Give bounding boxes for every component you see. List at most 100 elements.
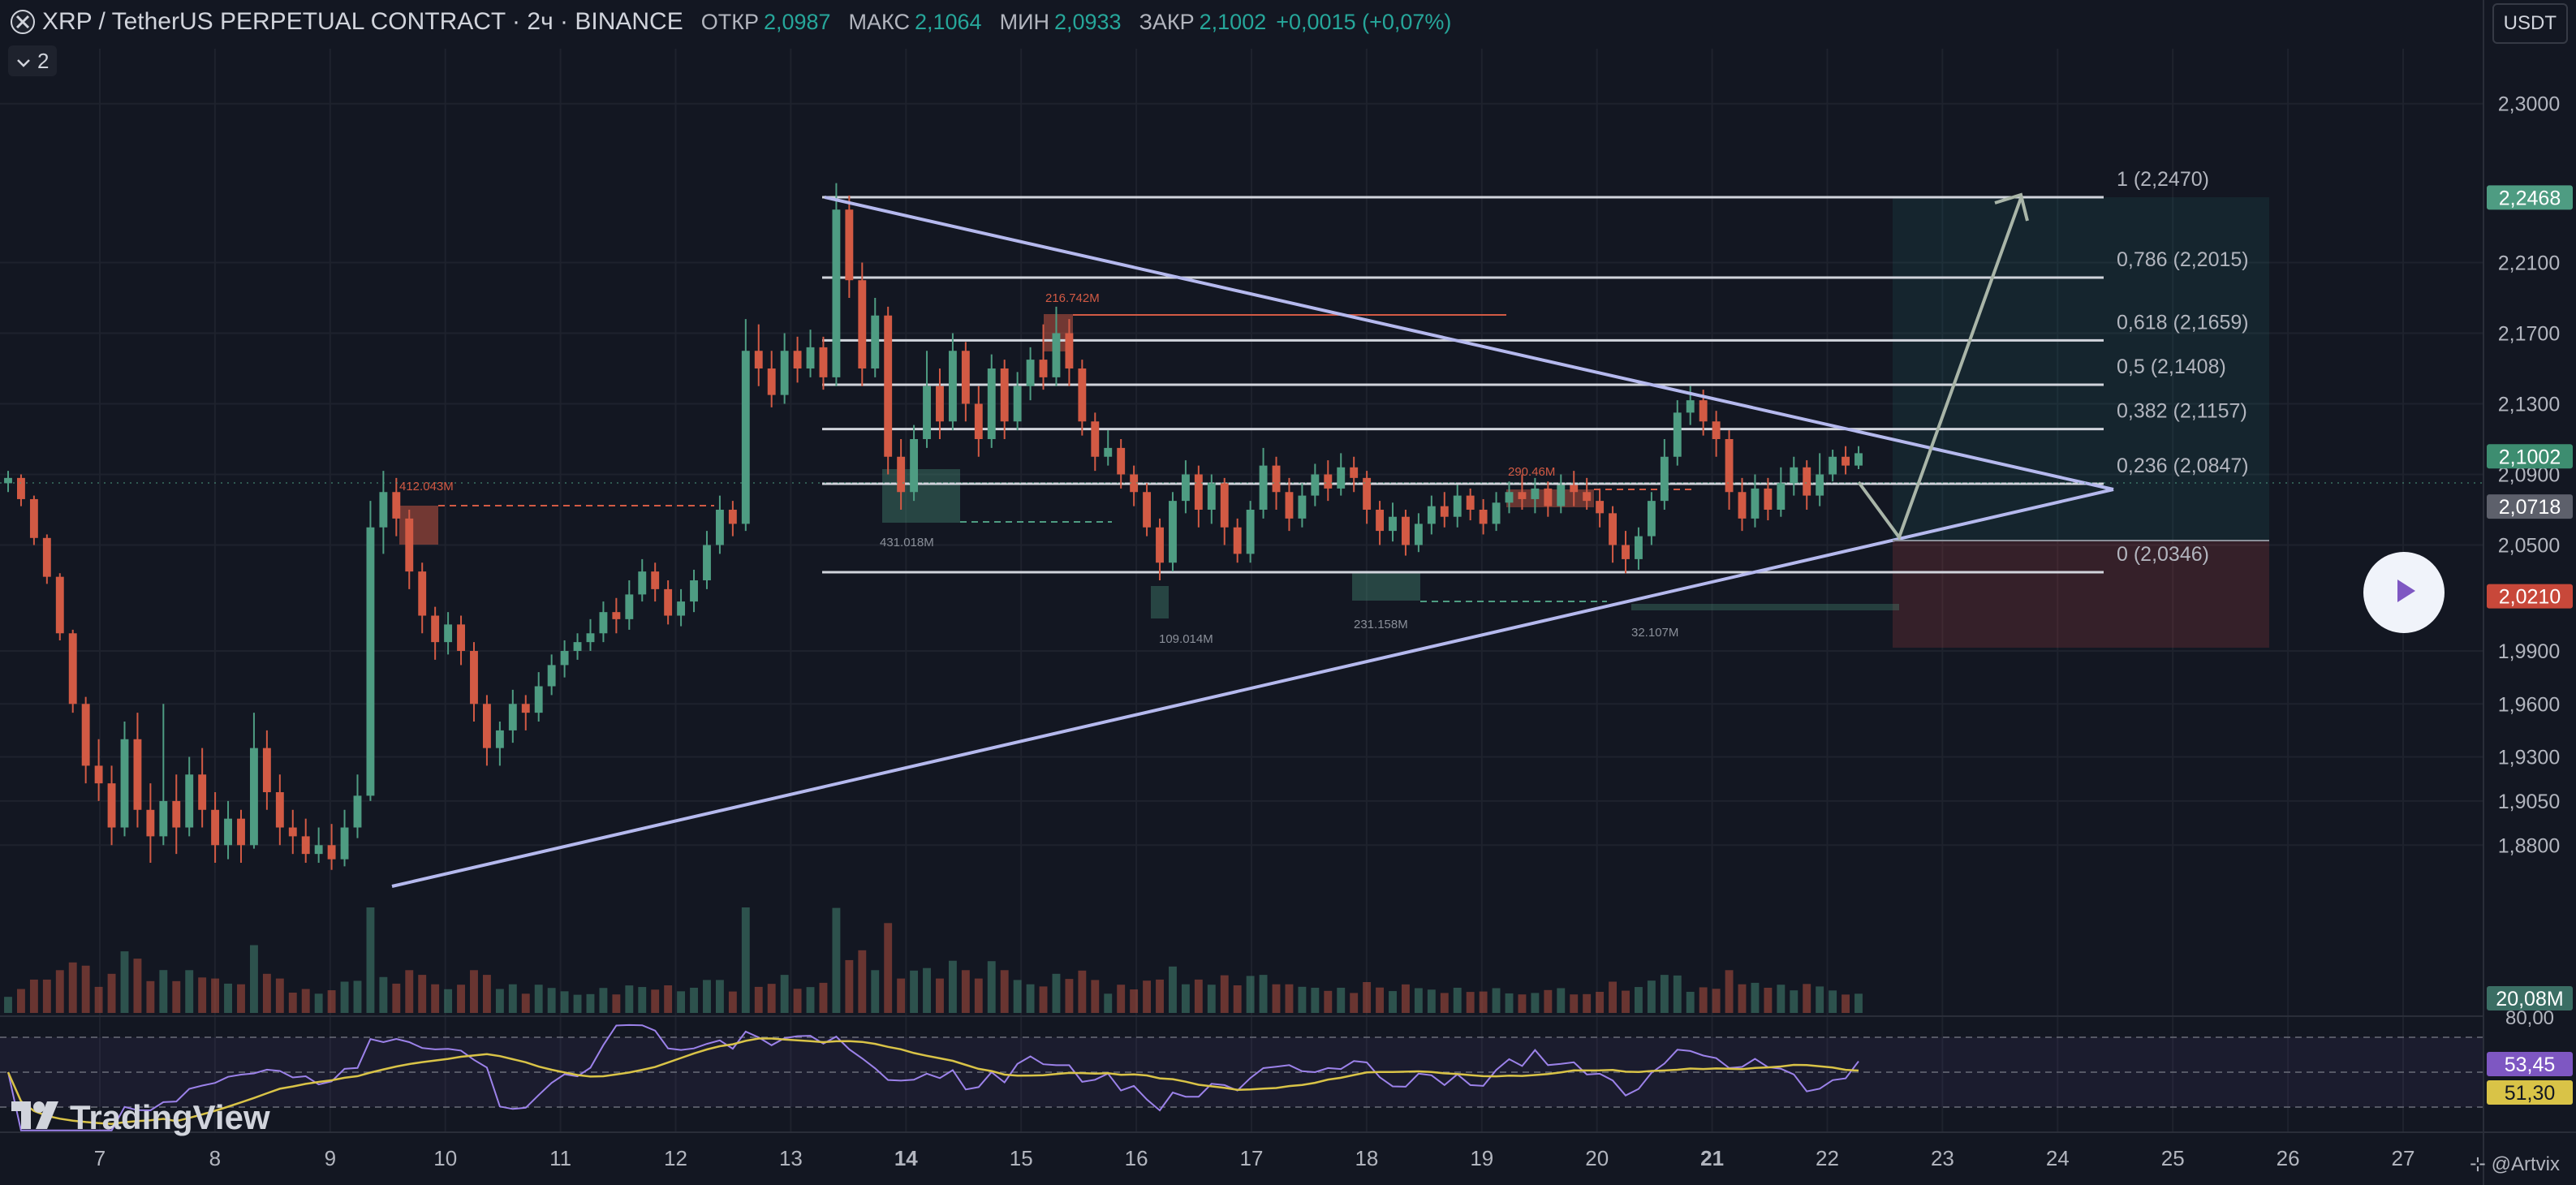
rsi-ma-value-label: 51,30 — [2505, 1082, 2556, 1105]
volume-annotation-label: 412.043M — [399, 480, 454, 493]
candle-body — [379, 492, 388, 528]
volume-bar — [444, 989, 453, 1013]
volume-bar — [1466, 992, 1475, 1013]
fib-level-label: 0,382 (2,1157) — [2117, 400, 2247, 423]
volume-box — [1631, 604, 1899, 610]
volume-bar — [1272, 984, 1281, 1013]
candle-body — [159, 800, 168, 837]
candle-body — [1259, 465, 1268, 510]
candle-body — [1647, 501, 1656, 536]
volume-bar — [987, 961, 996, 1013]
candle-body — [664, 588, 673, 616]
triangle-pattern[interactable] — [391, 192, 2114, 888]
volume-bar — [741, 907, 750, 1013]
fibonacci-retracement[interactable]: 1 (2,2470) 0,786 (2,2015) 0,618 (2,1659) 0,… — [822, 168, 2249, 574]
volume-annotations: 412.043M 216.742M 431.018M 290.46M 109.014M 2… — [399, 291, 1678, 646]
candle-body — [1207, 483, 1216, 510]
candle-body — [547, 665, 556, 687]
volume-bar — [146, 980, 155, 1013]
projection-arrow-head — [1994, 192, 2029, 222]
candle-body — [1738, 492, 1747, 519]
volume-bar — [1492, 988, 1501, 1013]
volume-bar — [884, 923, 893, 1013]
symbol-header: XRP / TetherUS PERPETUAL CONTRACT · 2ч ·… — [10, 6, 1451, 37]
volume-value-label-bg — [2487, 986, 2573, 1010]
candle-body — [625, 594, 634, 619]
open-label: ОТКР — [700, 9, 759, 34]
tradingview-logo[interactable]: TradingView — [11, 1098, 270, 1137]
price-axis[interactable]: 2,30002,21002,17002,13002,09002,05001,99… — [2483, 0, 2560, 1185]
volume-bar — [1790, 990, 1798, 1013]
candle-body — [974, 403, 983, 439]
candle-body — [1311, 474, 1320, 496]
candle-body — [1596, 501, 1605, 514]
candle-body — [845, 209, 854, 281]
volume-bar — [172, 980, 181, 1013]
volume-bar — [1686, 991, 1695, 1013]
candle-body — [495, 730, 504, 748]
volume-bar — [923, 967, 931, 1013]
candle-body — [418, 571, 427, 616]
volume-bar — [1842, 994, 1850, 1013]
candle-body — [651, 571, 660, 589]
close-label: ЗАКР — [1139, 9, 1195, 34]
volume-bar — [1531, 993, 1540, 1013]
open-value: 2,0987 — [763, 9, 831, 34]
volume-bar — [845, 959, 854, 1013]
candle-body — [301, 836, 310, 855]
volume-bar — [224, 983, 232, 1013]
volume-bar — [1751, 982, 1760, 1013]
candle-body — [4, 477, 12, 484]
price-tick-label: 1,8800 — [2498, 834, 2560, 857]
fib-level-label: 0 (2,0346) — [2117, 543, 2209, 566]
candle-body — [728, 510, 737, 524]
volume-bar — [237, 984, 245, 1013]
candle-body — [1402, 516, 1410, 545]
candle-body — [470, 651, 478, 705]
time-tick-label: 13 — [779, 1146, 803, 1170]
candle-body — [366, 527, 375, 796]
candle-body — [1609, 513, 1618, 545]
volume-bar — [806, 987, 815, 1013]
symbol-logo-icon[interactable] — [10, 9, 36, 35]
candle-body — [1518, 492, 1527, 499]
volume-bar — [1000, 970, 1009, 1013]
candle-body — [314, 845, 323, 855]
indicators-collapse-button[interactable]: 2 — [8, 45, 58, 76]
volume-bar — [275, 978, 284, 1013]
volume-bar — [819, 982, 828, 1013]
candle-body — [871, 315, 880, 368]
candle-body — [1427, 506, 1436, 524]
time-tick-label: 16 — [1125, 1146, 1148, 1170]
fib-level-label: 0,786 (2,2015) — [2117, 248, 2249, 271]
author-credit: ⊹ @Artvix — [2470, 1153, 2560, 1176]
candle-body — [237, 818, 245, 846]
volume-bar — [198, 977, 207, 1013]
price-tick-label: 1,9900 — [2498, 640, 2560, 663]
volume-value-label: 20,08M — [2496, 988, 2563, 1010]
volume-bar — [1130, 989, 1139, 1013]
volume-bar — [314, 993, 323, 1013]
candle-body — [211, 809, 220, 846]
candle-body — [1492, 502, 1501, 524]
time-axis[interactable]: 7 8 9 10 11 12 13 14 15 16 17 18 19 20 21 22 23 24 25 26 27 — [0, 1131, 2576, 1170]
volume-bar — [508, 984, 517, 1013]
volume-bar — [1816, 986, 1824, 1013]
candle-body — [107, 783, 116, 828]
candle-body — [457, 624, 465, 652]
volume-bar — [703, 980, 711, 1013]
candle-body — [1829, 456, 1837, 475]
symbol-title[interactable]: XRP / TetherUS PERPETUAL CONTRACT · 2ч ·… — [42, 8, 683, 35]
play-button[interactable] — [2363, 552, 2445, 633]
indicator-count: 2 — [37, 48, 50, 73]
volume-bar — [715, 980, 724, 1013]
currency-button[interactable]: USDT — [2492, 3, 2568, 44]
candle-body — [586, 633, 595, 643]
volume-bar — [1143, 980, 1152, 1013]
candle-body — [133, 739, 142, 810]
candle-body — [1376, 510, 1385, 532]
candle-body — [1557, 485, 1566, 506]
time-tick-label: 8 — [209, 1146, 221, 1170]
